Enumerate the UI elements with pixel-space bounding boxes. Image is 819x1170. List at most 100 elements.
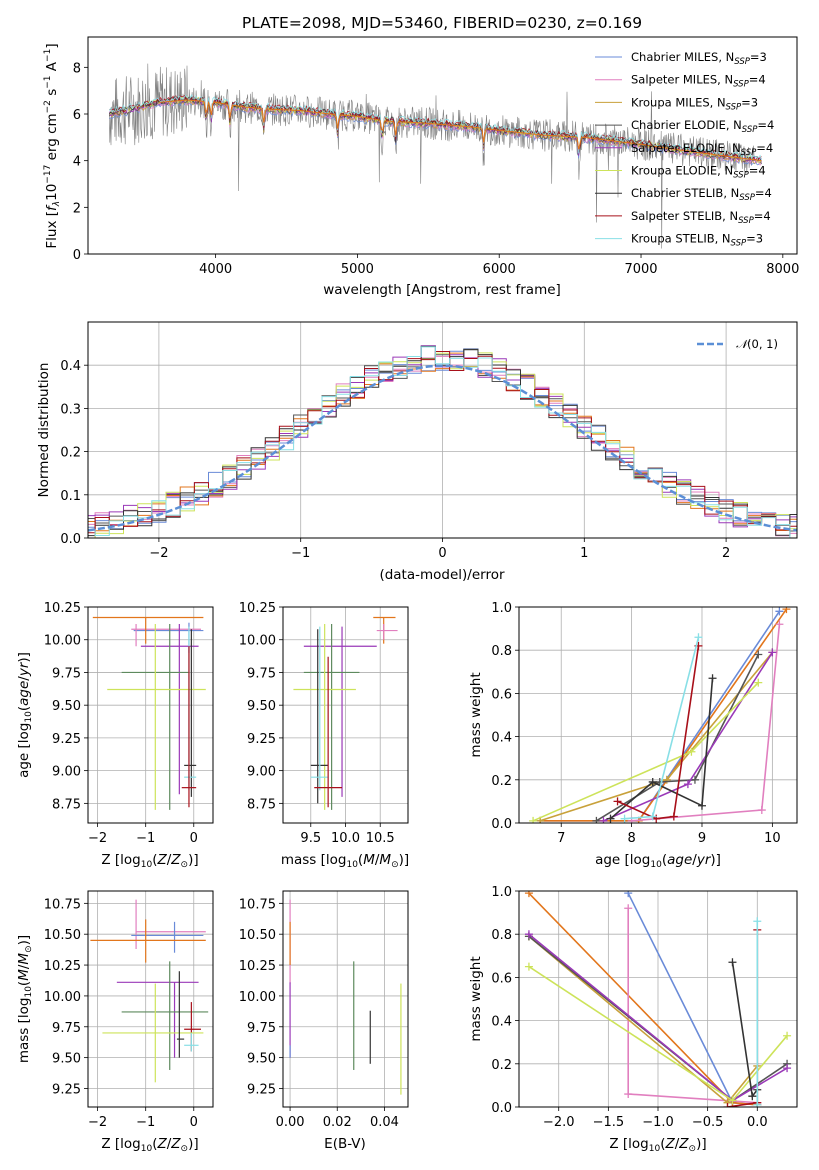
y-tick-label: 0.4 <box>491 1015 512 1030</box>
legend-subscript: SSP <box>733 80 749 90</box>
residual-histogram <box>88 352 797 532</box>
y-tick-label: 0.8 <box>491 928 512 943</box>
y-tick-label: 9.75 <box>247 666 276 681</box>
legend-subscript: SSP <box>741 148 757 158</box>
x-tick-label: 10 <box>764 831 781 846</box>
weight-marker <box>624 904 633 913</box>
y-tick-label: 10.25 <box>239 601 276 616</box>
weight-marker <box>754 678 763 687</box>
weight-marker <box>606 814 615 823</box>
y-tick-label: 9.50 <box>247 1052 276 1067</box>
y-tick-label: 0.2 <box>491 1058 512 1073</box>
z-age-x-label: Z [log10(Z/Z⊙)] <box>101 852 198 870</box>
y-tick-label: 9.75 <box>52 666 81 681</box>
legend-subscript: SSP <box>739 193 755 203</box>
x-tick-label: −1 <box>136 1115 155 1130</box>
y-tick-label: 8 <box>73 61 81 76</box>
weight-marker <box>648 812 657 821</box>
z-age-panel: −2 −1 0 8.75 9.00 9.25 9.50 9.75 10.00 10.25 Z [l… <box>16 601 214 870</box>
x-tick-label: −2 <box>149 546 168 561</box>
legend-count: =3 <box>741 95 758 109</box>
y-tick-label: 0.0 <box>491 1101 512 1116</box>
y-tick-label: 0.4 <box>491 731 512 746</box>
x-tick-label: 7000 <box>624 262 657 277</box>
mass-age-x-label: mass [log10(M/M⊙)] <box>281 852 409 870</box>
weight-marker <box>754 650 763 659</box>
z-weight-x-label: Z [log10(Z/Z⊙)] <box>609 1136 706 1154</box>
y-tick-label: 0.2 <box>491 774 512 789</box>
x-tick-label: 8000 <box>766 262 799 277</box>
weight-line <box>528 892 758 1106</box>
weight-marker <box>524 962 533 971</box>
weight-marker <box>624 1090 633 1099</box>
model-fit-line <box>108 94 762 161</box>
residual-histogram <box>88 352 797 538</box>
x-tick-label: −1 <box>291 546 310 561</box>
legend-subscript: SSP <box>738 216 754 226</box>
x-tick-label: −0.5 <box>692 1115 724 1130</box>
residual-histogram <box>88 348 797 532</box>
residual-histogram-panel: −2 −1 0 1 2 0.0 0.1 0.2 0.3 0.4 (data-model)/erro… <box>36 321 798 583</box>
x-tick-label: −1 <box>136 831 155 846</box>
y-tick-label: 10.00 <box>239 990 276 1005</box>
y-tick-label: 10.25 <box>44 959 81 974</box>
weight-marker <box>620 814 629 823</box>
weight-marker <box>669 812 678 821</box>
legend-count: =3 <box>750 50 767 64</box>
x-tick-label: 9.5 <box>300 831 321 846</box>
y-tick-label: 4 <box>73 155 81 170</box>
spectrum-x-label: wavelength [Angstrom, rest frame] <box>323 282 561 298</box>
y-tick-label: 9.00 <box>247 765 276 780</box>
y-tick-label: 9.50 <box>52 699 81 714</box>
legend-count: =4 <box>755 186 772 200</box>
weight-marker <box>599 816 608 823</box>
z-weight-panel: −2.0 −1.5 −1.0 −0.5 0.0 0.0 0.2 0.4 0.6 0.8 1.0 Z … <box>468 885 798 1154</box>
y-tick-label: 9.50 <box>247 699 276 714</box>
y-tick-label: 9.00 <box>52 765 81 780</box>
z-age-y-label: age [log10(age/yr)] <box>16 652 34 778</box>
legend-subscript: SSP <box>733 171 749 181</box>
z-age-frame <box>87 606 214 824</box>
y-tick-label: 9.25 <box>52 732 81 747</box>
y-tick-label: 9.50 <box>52 1052 81 1067</box>
x-tick-label: 0 <box>438 546 446 561</box>
legend-count: =4 <box>749 73 766 87</box>
weight-line <box>617 645 700 820</box>
weight-marker <box>782 607 791 614</box>
weight-line <box>727 929 759 1107</box>
y-tick-label: 0.4 <box>60 359 81 374</box>
model-fit-line <box>158 99 762 162</box>
x-tick-label: −2 <box>88 1115 107 1130</box>
x-tick-label: 0.02 <box>323 1115 352 1130</box>
y-tick-label: 10.75 <box>239 897 276 912</box>
x-tick-label: 2 <box>722 546 730 561</box>
weight-marker <box>683 780 692 789</box>
x-tick-label: 1 <box>580 546 588 561</box>
x-tick-label: −1.0 <box>642 1115 674 1130</box>
normal-curve <box>88 364 797 532</box>
weight-marker <box>662 775 671 784</box>
y-tick-label: 0 <box>73 248 81 263</box>
z-mass-x-label: Z [log10(Z/Z⊙)] <box>101 1136 198 1154</box>
normal-legend-label: 𝒩(0, 1) <box>736 337 778 351</box>
legend-label: Chabrier MILES, NSSP=3 <box>631 50 767 67</box>
y-tick-label: 10.50 <box>44 928 81 943</box>
spectrum-title: PLATE=2098, MJD=53460, FIBERID=0230, z=0… <box>242 14 642 32</box>
y-tick-label: 1.0 <box>491 885 512 900</box>
weight-marker <box>708 674 717 683</box>
legend-label: Chabrier STELIB, NSSP=4 <box>631 186 772 203</box>
y-tick-label: 10.75 <box>44 897 81 912</box>
x-tick-label: 7 <box>557 831 565 846</box>
ebv-mass-x-label: E(B-V) <box>324 1136 366 1152</box>
weight-marker <box>748 1092 757 1101</box>
x-tick-label: 8 <box>627 831 635 846</box>
y-tick-label: 0.3 <box>60 402 81 417</box>
z-weight-y-label: mass weight <box>468 956 484 1041</box>
age-weight-frame <box>518 606 798 824</box>
mass-age-panel: 9.5 10.0 10.5 8.75 9.00 9.25 9.50 9.75 10.00 10.2… <box>239 601 409 870</box>
weight-marker <box>775 607 784 616</box>
y-tick-label: 0.2 <box>60 446 81 461</box>
x-tick-label: 0.0 <box>747 1115 768 1130</box>
x-tick-label: −2.0 <box>543 1115 575 1130</box>
weight-marker <box>524 930 533 939</box>
